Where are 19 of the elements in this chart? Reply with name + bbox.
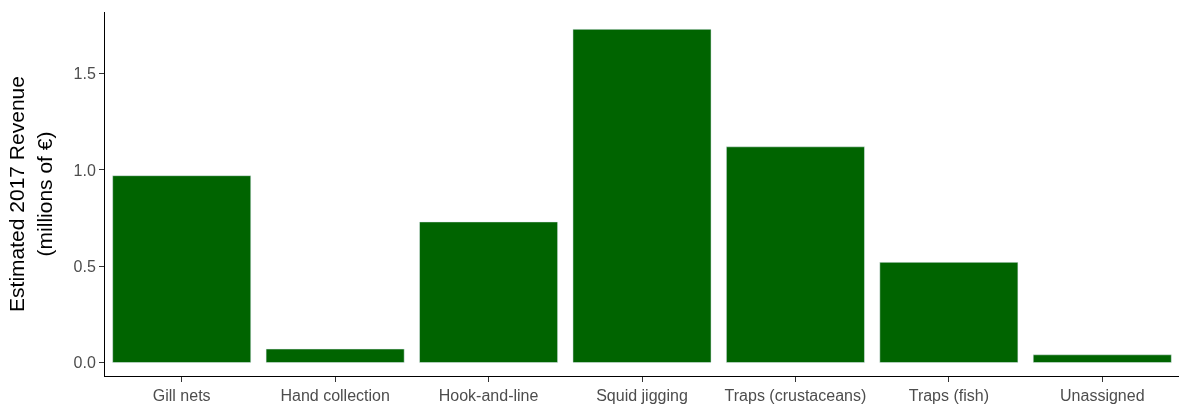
y-tick-label: 0.0 <box>73 354 96 372</box>
y-tick-label: 1.0 <box>73 161 96 179</box>
bar <box>572 29 712 363</box>
x-tick-label: Unassigned <box>1060 387 1145 405</box>
x-tick-label: Hook-and-line <box>438 387 539 405</box>
bar <box>726 146 865 363</box>
x-tick-label: Gill nets <box>152 387 211 405</box>
x-tick-label: Traps (fish) <box>908 387 990 405</box>
bar <box>112 175 252 363</box>
y-tick-label: 0.5 <box>73 257 96 275</box>
x-tick-label: Traps (crustaceans) <box>724 387 867 405</box>
bar <box>419 221 558 363</box>
bar <box>1032 354 1172 363</box>
x-tick-label: Hand collection <box>280 387 390 405</box>
x-tick-label: Squid jigging <box>596 387 688 405</box>
bar <box>879 262 1019 363</box>
bar <box>265 348 405 363</box>
y-axis-title: Estimated 2017 Revenue (millions of €) <box>5 76 56 312</box>
y-tick-label: 1.5 <box>73 65 96 83</box>
